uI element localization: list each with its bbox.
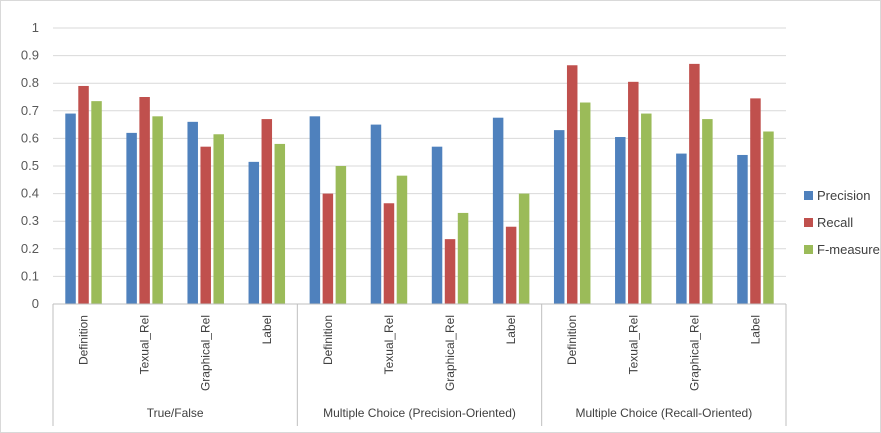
y-tick-label: 1 [32,20,39,35]
bar-precision [126,132,137,304]
y-tick-label: 0.7 [21,103,39,118]
category-label: Texual_Rel [138,315,152,374]
bar-f-measure [396,175,408,304]
group-labels: True/False Multiple Choice (Precision-Ori… [147,406,752,420]
y-tick-label: 0.6 [21,130,39,145]
x-axis [52,303,787,426]
legend-swatch [804,218,813,227]
bar-f-measure [518,193,530,304]
bars [65,63,774,305]
category-label: Definition [321,315,335,365]
group-label: True/False [147,406,204,420]
bar-f-measure [641,113,652,304]
group-label: Multiple Choice (Precision-Oriented) [323,406,516,420]
gridlines [53,27,786,277]
bar-f-measure [763,131,774,304]
bar-recall [444,239,456,304]
bar-precision [370,124,382,304]
legend: Precision Recall F-measure [804,188,880,257]
bar-recall [505,226,517,304]
bar-f-measure [274,143,286,304]
bar-recall [78,85,89,305]
group-label: Multiple Choice (Recall-Oriented) [575,406,752,420]
bar-recall [750,98,761,304]
bar-precision [187,121,198,304]
bar-f-measure [91,101,102,304]
bar-recall [200,146,211,304]
legend-swatch [804,191,813,200]
category-label: Label [504,315,518,344]
bar-f-measure [152,116,163,304]
y-tick-label: 0.8 [21,75,39,90]
y-tick-label: 0.3 [21,213,39,228]
bar-f-measure [457,212,469,304]
bar-precision [309,116,321,304]
y-tick-label: 0.2 [21,241,39,256]
bar-recall [566,65,578,304]
bar-precision [65,113,76,304]
y-tick-label: 0 [32,296,39,311]
bar-precision [492,117,504,304]
y-tick-label: 0.9 [21,48,39,63]
bar-f-measure [213,134,224,304]
category-labels: Definition Texual_Rel Graphical_Rel Label De… [77,315,763,391]
category-label: Label [260,315,274,344]
category-label: Texual_Rel [382,315,396,374]
y-tick-label: 0.1 [21,268,39,283]
bar-precision [676,153,687,304]
y-tick-label: 0.4 [21,186,39,201]
legend-label: F-measure [817,242,880,257]
legend-label: Precision [817,188,870,203]
bar-recall [383,203,395,304]
category-label: Definition [77,315,91,365]
y-tick-label: 0.5 [21,158,39,173]
bar-precision [431,146,443,304]
bar-precision [615,137,626,304]
bar-f-measure [702,119,713,304]
bar-recall [689,63,700,304]
category-label: Label [748,315,762,344]
category-label: Graphical_Rel [687,315,701,391]
bar-f-measure [335,166,347,304]
bar-f-measure [579,102,591,305]
bar-recall [628,81,639,304]
bar-recall [322,193,334,304]
bar-recall [261,119,273,304]
legend-label: Recall [817,215,853,230]
category-label: Definition [565,315,579,365]
legend-swatch [804,245,813,254]
bar-recall [139,97,150,304]
category-label: Graphical_Rel [443,315,457,391]
bar-precision [248,161,260,304]
category-label: Texual_Rel [626,315,640,374]
category-label: Graphical_Rel [199,315,213,391]
y-axis-ticks: 0 0.1 0.2 0.3 0.4 0.5 0.6 0.7 0.8 0.9 1 [21,20,39,311]
bar-precision [553,130,565,304]
bar-precision [737,154,748,304]
